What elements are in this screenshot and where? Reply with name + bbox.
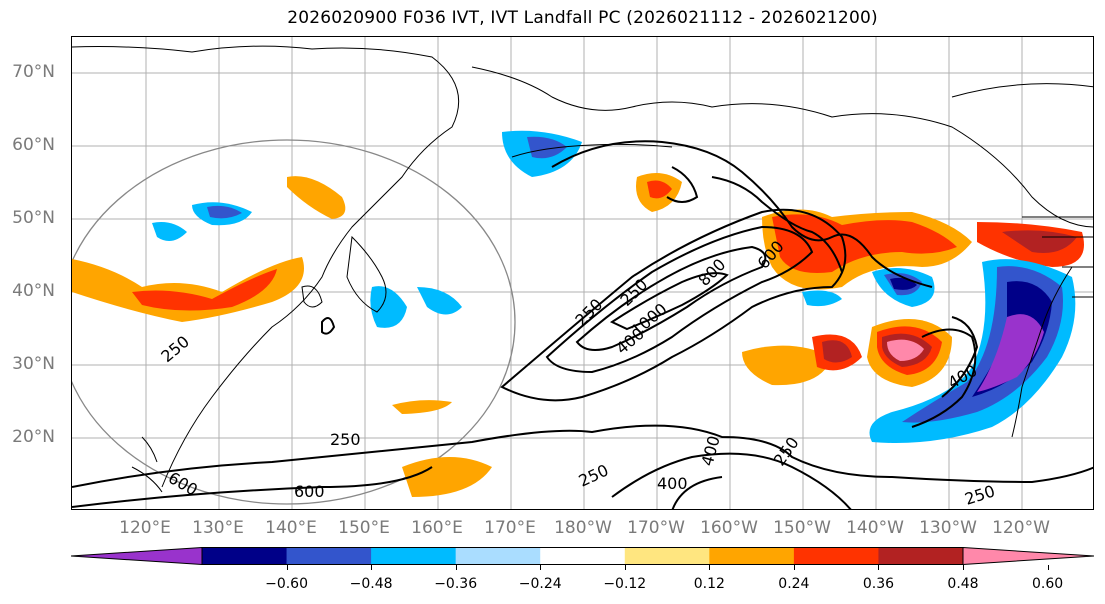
- colorbar-segment: [371, 547, 457, 565]
- colorbar-tick: [1047, 565, 1049, 570]
- lon-label-140e: 140°E: [265, 518, 317, 538]
- lat-label-70n: 70°N: [12, 62, 55, 82]
- colorbar-tick: [793, 565, 795, 570]
- lon-label-120w: 120°W: [992, 518, 1050, 538]
- colorbar-tick: [963, 565, 964, 570]
- lon-label-160e: 160°E: [411, 518, 463, 538]
- colorbar-segment: [793, 547, 879, 565]
- colorbar-tick: [624, 565, 626, 570]
- lon-label-130w: 130°W: [919, 518, 977, 538]
- colorbar-segment: [624, 547, 710, 565]
- contour-label: 400: [698, 434, 724, 468]
- contour-label: 250: [157, 332, 193, 366]
- colorbar-max-arrow: [962, 547, 1094, 565]
- colorbar-tick-label: −0.24: [518, 576, 562, 592]
- colorbar-tick-label: 0.36: [862, 576, 895, 592]
- colorbar-tick-label: −0.36: [434, 576, 478, 592]
- lon-label-130e: 130°E: [192, 518, 244, 538]
- lon-label-140w: 140°W: [846, 518, 904, 538]
- map-panel: 250 250 250 250 250 250 250 400 400 400 …: [71, 36, 1094, 510]
- colorbar-segment: [286, 547, 372, 565]
- colorbar-tick: [371, 565, 373, 570]
- colorbar: [71, 547, 1094, 565]
- colorbar-tick: [709, 565, 711, 570]
- contour-label: 250: [962, 481, 997, 509]
- lat-label-40n: 40°N: [12, 281, 55, 301]
- colorbar-segment: [878, 547, 964, 565]
- map-canvas: 250 250 250 250 250 250 250 400 400 400 …: [72, 37, 1093, 509]
- colorbar-tick-label: −0.12: [603, 576, 647, 592]
- colorbar-tick: [540, 565, 542, 570]
- coastlines: [72, 45, 1093, 493]
- contour-label: 600: [294, 482, 325, 501]
- colorbar-tick-label: 0.60: [1031, 576, 1064, 592]
- lat-label-60n: 60°N: [12, 135, 55, 155]
- contour-label: 250: [576, 460, 612, 490]
- colorbar-tick: [455, 565, 457, 570]
- lat-label-20n: 20°N: [12, 427, 55, 447]
- colorbar-tick-label: 0.12: [693, 576, 725, 592]
- contour-label: 250: [616, 275, 651, 310]
- contour-label: 250: [330, 430, 361, 449]
- lat-label-50n: 50°N: [12, 208, 55, 228]
- colorbar-segment: [540, 547, 626, 565]
- lat-label-30n: 30°N: [12, 354, 55, 374]
- colorbar-segment: [709, 547, 795, 565]
- ivt-contours: [72, 140, 1093, 509]
- lon-label-160w: 160°W: [700, 518, 758, 538]
- lon-label-150e: 150°E: [338, 518, 390, 538]
- colorbar-min-arrow: [71, 547, 203, 565]
- colorbar-segment: [455, 547, 541, 565]
- colorbar-tick: [878, 565, 880, 570]
- colorbar-tick-label: −0.48: [349, 576, 393, 592]
- ivt-shading: [72, 130, 1084, 497]
- lon-label-120e: 120°E: [119, 518, 171, 538]
- colorbar-tick-label: −0.60: [265, 576, 308, 592]
- lon-label-150w: 150°W: [773, 518, 831, 538]
- reference-circle: [72, 139, 516, 505]
- lon-label-170e: 170°E: [484, 518, 536, 538]
- map-title: 2026020900 F036 IVT, IVT Landfall PC (20…: [287, 8, 878, 28]
- colorbar-tick-label: 0.24: [778, 576, 810, 592]
- colorbar-tick: [286, 565, 288, 570]
- colorbar-tick-label: 0.48: [947, 576, 979, 592]
- colorbar-segment: [202, 547, 288, 565]
- lon-label-180w: 180°W: [554, 518, 612, 538]
- contour-label: 400: [657, 474, 688, 493]
- contour-label: 250: [770, 433, 803, 469]
- lon-label-170w: 170°W: [627, 518, 685, 538]
